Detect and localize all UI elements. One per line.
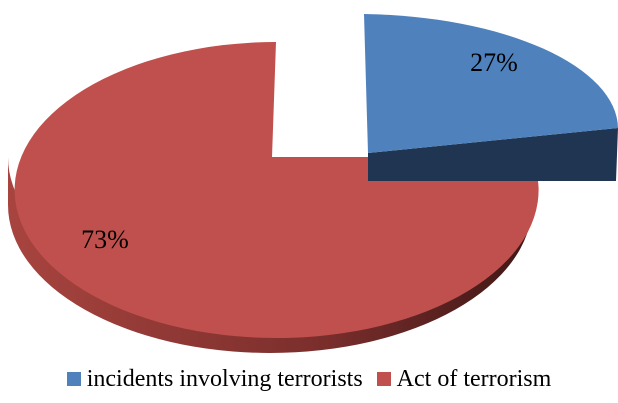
legend-label-act-of-terrorism: Act of terrorism (396, 366, 552, 392)
chart-legend: incidents involving terrorists Act of te… (0, 364, 618, 394)
data-label-act-of-terrorism: 73% (81, 225, 129, 254)
pie-slice-side-incidents-involving-terrorists (368, 128, 618, 181)
legend-swatch-incidents-involving-terrorists (66, 372, 81, 386)
pie-slice-act-of-terrorism (14, 42, 539, 338)
legend-swatch-act-of-terrorism (376, 372, 391, 386)
legend-item-incidents-involving-terrorists: incidents involving terrorists (66, 364, 363, 394)
legend-item-act-of-terrorism: Act of terrorism (376, 364, 552, 394)
legend-label-incidents-involving-terrorists: incidents involving terrorists (86, 366, 363, 392)
data-label-incidents-involving-terrorists: 27% (470, 48, 518, 77)
pie-slice-incidents-involving-terrorists (364, 14, 618, 153)
